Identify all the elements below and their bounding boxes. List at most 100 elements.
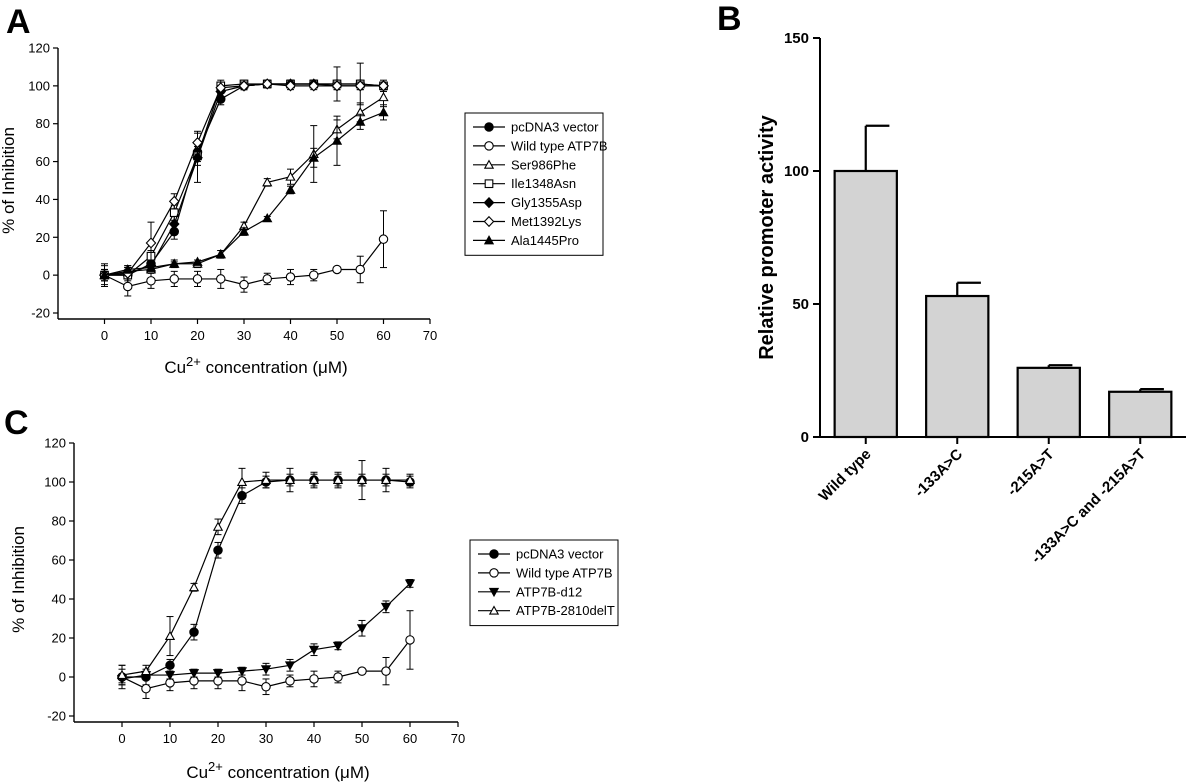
legend-marker — [483, 215, 495, 228]
data-point — [262, 177, 273, 187]
data-point — [239, 279, 249, 290]
series-gly1355asp — [99, 78, 389, 282]
data-point — [189, 627, 199, 637]
legend-label: Wild type ATP7B — [516, 565, 613, 580]
data-point — [262, 274, 272, 284]
x-axis-label-base: Cu — [164, 358, 186, 377]
x-axis-label-rest: concentration (μM) — [201, 358, 348, 377]
data-point — [356, 474, 368, 485]
data-point — [262, 213, 273, 223]
x-tick-label: 20 — [190, 328, 204, 343]
data-point — [236, 667, 248, 677]
data-point — [192, 256, 203, 266]
legend-label: Wild type ATP7B — [511, 138, 608, 153]
x-tick-label: 70 — [423, 328, 437, 343]
panel-letter-b: B — [717, 0, 742, 38]
series-ala1445pro — [99, 104, 389, 280]
data-point — [145, 262, 157, 272]
legend-label: Met1392Lys — [511, 214, 582, 229]
y-tick-label: 60 — [36, 154, 50, 169]
data-point — [381, 666, 391, 676]
data-point — [260, 474, 272, 485]
data-point — [261, 681, 271, 692]
series-line — [104, 83, 384, 276]
x-tick-label: 10 — [144, 328, 158, 343]
data-point — [285, 80, 296, 92]
y-axis-label: % of Inhibition — [9, 526, 28, 633]
series-atp7b-d12 — [116, 579, 416, 685]
legend-marker — [484, 179, 494, 189]
legend-marker — [489, 568, 499, 578]
data-point — [261, 78, 273, 90]
legend-label: Ile1348Asn — [511, 176, 576, 191]
data-point — [146, 276, 156, 286]
y-tick-label: 40 — [36, 192, 50, 207]
x-tick-label: 40 — [283, 328, 297, 343]
data-point — [308, 152, 319, 162]
series-line — [121, 479, 410, 676]
x-axis-label-sup: 2+ — [186, 354, 201, 369]
legend-label: ATP7B-d12 — [516, 584, 582, 599]
data-point — [192, 274, 203, 284]
data-point — [168, 218, 180, 230]
bar — [1016, 366, 1081, 439]
series-pcdna3-vector — [99, 79, 389, 286]
legend-label: Gly1355Asp — [511, 195, 582, 210]
x-tick-label: 30 — [259, 731, 273, 746]
y-tick-label: -20 — [31, 306, 50, 321]
legend-label: Ser986Phe — [511, 157, 576, 172]
x-tick-label: 60 — [403, 731, 417, 746]
y-tick-label: 20 — [52, 631, 66, 646]
legend: pcDNA3 vector Wild type ATP7B ATP7B-d12 ATP… — [469, 539, 619, 627]
series-line — [104, 83, 384, 276]
data-point — [332, 641, 344, 652]
bar — [833, 169, 898, 439]
y-tick-label: 0 — [43, 268, 50, 283]
data-point — [380, 602, 392, 613]
data-point — [354, 80, 366, 92]
data-point — [308, 645, 320, 656]
y-tick-label: 120 — [44, 436, 66, 451]
x-axis-label-base: Cu — [186, 763, 208, 782]
data-point — [308, 474, 320, 485]
data-point — [285, 171, 296, 181]
legend-marker — [489, 549, 499, 559]
series-wild-type-atp7b — [117, 610, 415, 699]
data-point — [355, 116, 366, 126]
data-point — [333, 672, 343, 682]
data-point — [164, 671, 176, 681]
bar — [925, 294, 990, 439]
data-point — [309, 674, 319, 684]
panel-letter-a: A — [6, 3, 31, 41]
data-point — [308, 80, 320, 92]
data-point — [378, 107, 389, 117]
legend-marker — [488, 587, 500, 598]
data-point — [168, 195, 180, 207]
data-point — [238, 80, 250, 92]
y-tick-label: 40 — [52, 592, 66, 607]
data-point — [356, 624, 368, 634]
y-tick-label: 80 — [52, 514, 66, 529]
data-point — [378, 91, 389, 102]
y-axis-label: % of Inhibition — [0, 127, 18, 234]
data-point — [169, 258, 180, 268]
y-tick-label: 50 — [792, 296, 809, 313]
data-point — [123, 281, 133, 292]
data-point — [284, 474, 296, 485]
data-point — [404, 474, 416, 485]
data-point — [404, 579, 416, 589]
legend-label: ATP7B-2810delT — [516, 603, 615, 618]
data-point — [141, 683, 151, 694]
data-point — [331, 80, 343, 92]
data-point — [332, 474, 344, 485]
legend-marker — [488, 605, 500, 615]
data-point — [284, 661, 296, 671]
x-tick-label: 40 — [307, 731, 321, 746]
data-point — [192, 152, 203, 164]
data-point — [308, 270, 319, 280]
series-line — [104, 83, 384, 276]
legend-marker — [484, 122, 494, 132]
x-tick-label: 50 — [330, 328, 344, 343]
data-point — [215, 248, 226, 259]
